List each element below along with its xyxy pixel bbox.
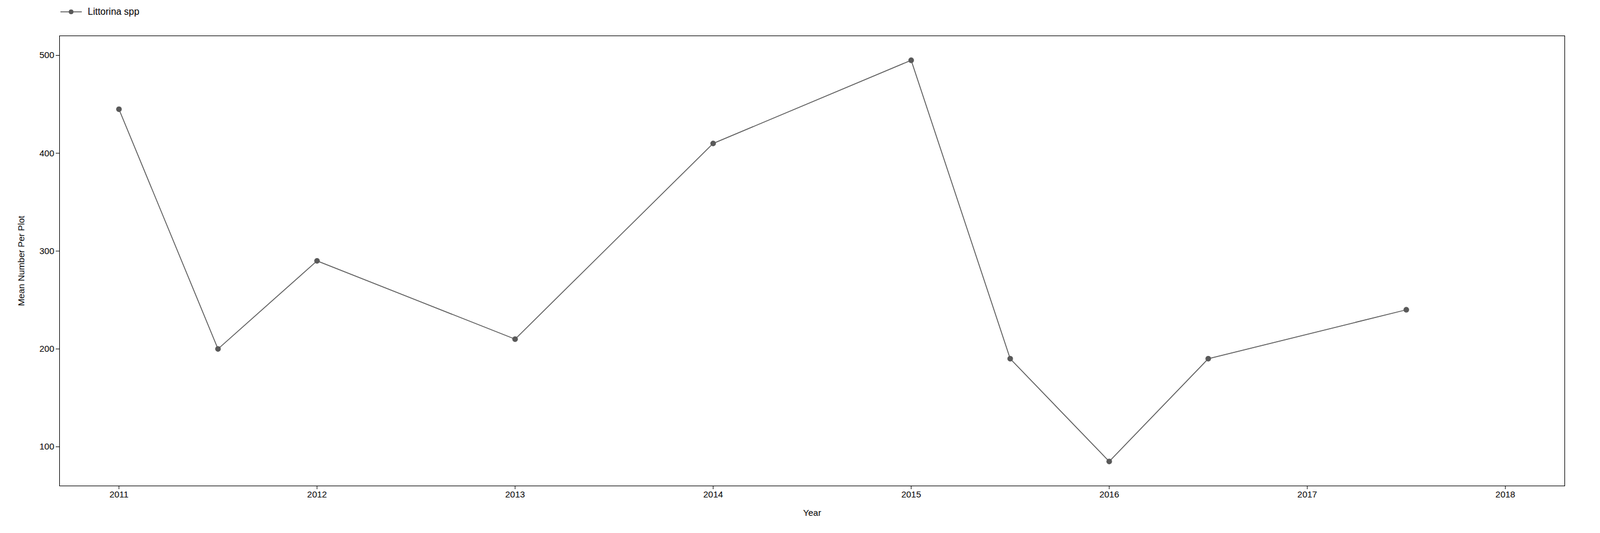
svg-text:2015: 2015 bbox=[901, 489, 921, 500]
svg-text:Year: Year bbox=[802, 507, 821, 518]
svg-text:Mean Number Per Plot: Mean Number Per Plot bbox=[16, 215, 27, 306]
svg-text:500: 500 bbox=[39, 49, 54, 60]
svg-text:200: 200 bbox=[39, 343, 54, 354]
svg-text:2011: 2011 bbox=[109, 489, 129, 500]
html-text:Littorina spp: Littorina spp bbox=[87, 6, 140, 17]
svg-text:100: 100 bbox=[39, 441, 54, 452]
svg-text:2014: 2014 bbox=[703, 489, 723, 500]
svg-text:2012: 2012 bbox=[306, 489, 327, 500]
svg-text:400: 400 bbox=[39, 148, 54, 159]
svg-text:300: 300 bbox=[39, 245, 54, 256]
svg-text:2016: 2016 bbox=[1099, 489, 1119, 500]
svg-text:2013: 2013 bbox=[504, 489, 525, 500]
svg-text:2018: 2018 bbox=[1495, 489, 1516, 500]
svg-text:2017: 2017 bbox=[1297, 489, 1317, 500]
